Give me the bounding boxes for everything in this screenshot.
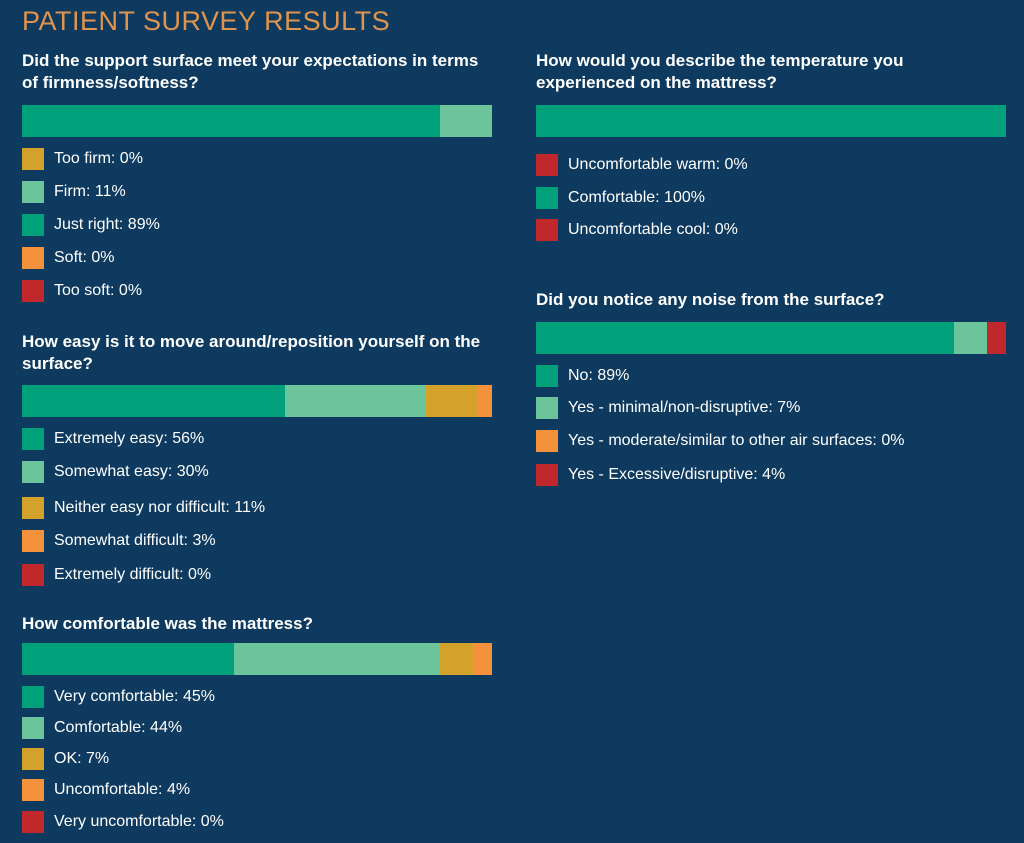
bar-segment-somewhat-easy (285, 385, 427, 417)
legend-swatch (22, 811, 44, 833)
legend-item: No: 89% (536, 365, 629, 387)
stacked-bar (22, 643, 492, 675)
legend-swatch (22, 214, 44, 236)
bar-segment-uncomfortable (473, 643, 492, 675)
legend-swatch (22, 247, 44, 269)
bar-segment-ok (440, 643, 474, 675)
legend-item: Uncomfortable warm: 0% (536, 154, 748, 176)
legend-label: Somewhat easy: 30% (54, 463, 209, 480)
legend-item: Yes - moderate/similar to other air surf… (536, 430, 904, 452)
legend-swatch (22, 280, 44, 302)
stacked-bar (536, 105, 1006, 137)
legend-item: Extremely easy: 56% (22, 428, 204, 450)
legend-swatch (536, 365, 558, 387)
chart-title: How easy is it to move around/reposition… (22, 332, 481, 373)
legend-swatch (22, 564, 44, 586)
legend-label: Uncomfortable cool: 0% (568, 221, 738, 238)
legend-item: Comfortable: 100% (536, 187, 705, 209)
legend-item: Somewhat difficult: 3% (22, 530, 216, 552)
legend-item: Yes - minimal/non-disruptive: 7% (536, 397, 800, 419)
legend-label: OK: 7% (54, 750, 110, 767)
legend-swatch (22, 428, 44, 450)
stacked-bar (536, 322, 1006, 354)
bar-segment-yes-minimal-non-disruptive (954, 322, 988, 354)
legend-item: Very uncomfortable: 0% (22, 811, 224, 833)
legend-label: Too firm: 0% (54, 150, 143, 167)
legend-item: Very comfortable: 45% (22, 686, 215, 708)
legend-label: Yes - minimal/non-disruptive: 7% (568, 399, 801, 416)
legend-swatch (536, 187, 558, 209)
bar-segment-just-right (22, 105, 441, 137)
legend-swatch (536, 219, 558, 241)
bar-segment-neither-easy-nor-difficult (426, 385, 478, 417)
legend-item: OK: 7% (22, 748, 109, 770)
legend-swatch (536, 430, 558, 452)
bar-segment-firm (440, 105, 492, 137)
legend-label: Too soft: 0% (54, 282, 143, 299)
page-title: PATIENT SURVEY RESULTS (22, 6, 391, 36)
legend-item: Comfortable: 44% (22, 717, 182, 739)
legend-item: Yes - Excessive/disruptive: 4% (536, 464, 785, 486)
legend-swatch (22, 461, 44, 483)
bar-segment-extremely-easy (22, 385, 286, 417)
legend-item: Extremely difficult: 0% (22, 564, 211, 586)
legend-label: Neither easy nor difficult: 11% (54, 499, 266, 516)
chart-title: How would you describe the temperature y… (536, 51, 904, 92)
legend-label: Extremely easy: 56% (54, 430, 205, 447)
bar-segment-no (536, 322, 955, 354)
legend-swatch (22, 748, 44, 770)
legend-label: Uncomfortable warm: 0% (568, 156, 748, 173)
legend-item: Just right: 89% (22, 214, 160, 236)
legend-label: Soft: 0% (54, 249, 115, 266)
legend-label: Comfortable: 44% (54, 719, 183, 736)
legend-label: Uncomfortable: 4% (54, 781, 191, 798)
legend-item: Somewhat easy: 30% (22, 461, 209, 483)
bar-segment-comfortable (536, 105, 1006, 137)
legend-swatch (22, 148, 44, 170)
legend-swatch (22, 497, 44, 519)
legend-item: Firm: 11% (22, 181, 126, 203)
legend-item: Uncomfortable cool: 0% (536, 219, 738, 241)
legend-label: Very comfortable: 45% (54, 688, 215, 705)
legend-swatch (22, 686, 44, 708)
legend-item: Too soft: 0% (22, 280, 142, 302)
legend-label: Comfortable: 100% (568, 189, 705, 206)
legend-label: Yes - moderate/similar to other air surf… (568, 432, 905, 449)
legend-label: Somewhat difficult: 3% (54, 532, 216, 549)
stacked-bar (22, 385, 492, 417)
chart-title: Did the support surface meet your expect… (22, 51, 479, 92)
stacked-bar (22, 105, 492, 137)
legend-label: Very uncomfortable: 0% (54, 813, 224, 830)
bar-segment-yes-excessive-disruptive (987, 322, 1006, 354)
bar-segment-somewhat-difficult (477, 385, 492, 417)
legend-swatch (22, 779, 44, 801)
legend-item: Uncomfortable: 4% (22, 779, 190, 801)
legend-item: Soft: 0% (22, 247, 114, 269)
legend-swatch (22, 530, 44, 552)
legend-item: Neither easy nor difficult: 11% (22, 497, 265, 519)
legend-swatch (22, 181, 44, 203)
bar-segment-very-comfortable (22, 643, 234, 675)
bar-segment-comfortable (233, 643, 441, 675)
legend-swatch (536, 397, 558, 419)
legend-label: Just right: 89% (54, 216, 160, 233)
legend-swatch (22, 717, 44, 739)
legend-label: Firm: 11% (54, 183, 126, 200)
legend-label: Yes - Excessive/disruptive: 4% (568, 466, 786, 483)
legend-label: No: 89% (568, 367, 630, 384)
chart-title: Did you notice any noise from the surfac… (536, 290, 885, 309)
chart-title: How comfortable was the mattress? (22, 614, 313, 633)
legend-item: Too firm: 0% (22, 148, 143, 170)
legend-label: Extremely difficult: 0% (54, 566, 212, 583)
legend-swatch (536, 154, 558, 176)
legend-swatch (536, 464, 558, 486)
